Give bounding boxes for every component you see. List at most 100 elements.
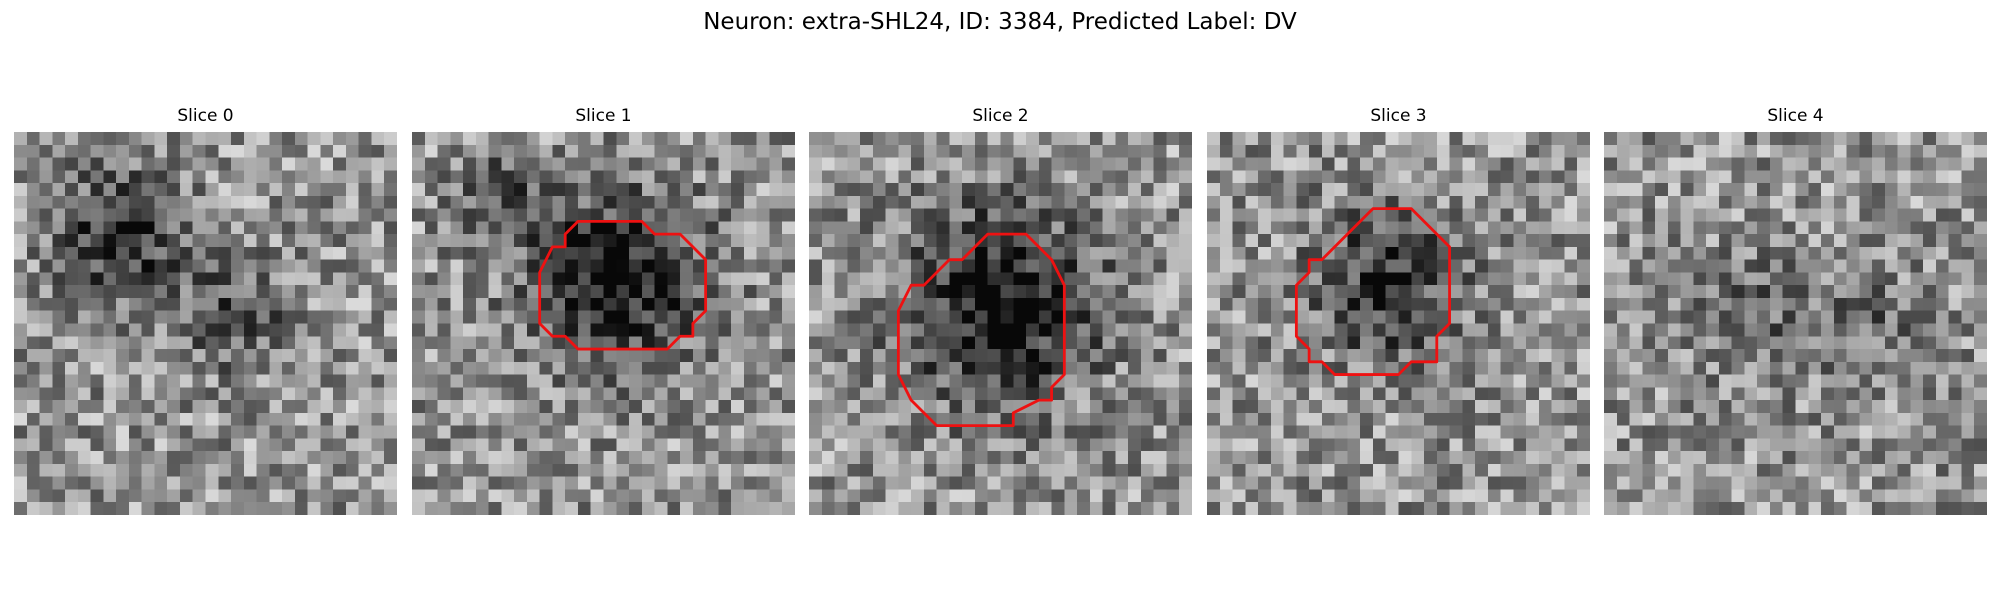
image-pixel <box>437 234 451 248</box>
image-pixel <box>641 412 655 426</box>
image-pixel <box>333 195 347 209</box>
image-pixel <box>1782 476 1796 490</box>
image-pixel <box>1769 246 1783 260</box>
image-pixel <box>1961 425 1975 439</box>
image-pixel <box>116 438 130 452</box>
image-pixel <box>243 144 257 158</box>
image-pixel <box>1795 221 1809 235</box>
image-pixel <box>667 476 681 490</box>
image-pixel <box>52 489 66 503</box>
image-pixel <box>1731 144 1745 158</box>
image-pixel <box>603 246 617 260</box>
image-pixel <box>962 259 976 273</box>
image-pixel <box>1411 170 1425 184</box>
image-pixel <box>1577 438 1590 452</box>
image-pixel <box>1115 438 1129 452</box>
image-pixel <box>1475 336 1489 350</box>
image-pixel <box>860 183 874 197</box>
image-pixel <box>192 157 206 171</box>
image-pixel <box>667 349 681 363</box>
image-pixel <box>1000 502 1014 515</box>
image-pixel <box>1846 221 1860 235</box>
image-pixel <box>1026 297 1040 311</box>
image-pixel <box>629 374 643 388</box>
image-pixel <box>603 387 617 401</box>
image-pixel <box>1411 234 1425 248</box>
image-pixel <box>179 374 193 388</box>
image-pixel <box>590 323 604 337</box>
image-pixel <box>654 221 668 235</box>
image-pixel <box>1744 476 1758 490</box>
image-pixel <box>641 451 655 465</box>
image-pixel <box>1219 323 1233 337</box>
image-pixel <box>437 285 451 299</box>
image-pixel <box>1347 387 1361 401</box>
image-pixel <box>39 246 53 260</box>
image-pixel <box>116 451 130 465</box>
image-pixel <box>936 297 950 311</box>
image-pixel <box>1398 285 1412 299</box>
image-pixel <box>1436 387 1450 401</box>
image-pixel <box>705 144 719 158</box>
image-pixel <box>1360 234 1374 248</box>
image-pixel <box>718 132 732 146</box>
image-pixel <box>949 489 963 503</box>
image-pixel <box>1500 297 1514 311</box>
image-pixel <box>103 272 117 286</box>
image-pixel <box>667 463 681 477</box>
image-pixel <box>1115 361 1129 375</box>
image-pixel <box>1757 157 1771 171</box>
image-pixel <box>475 183 489 197</box>
image-pixel <box>1038 183 1052 197</box>
image-pixel <box>860 476 874 490</box>
image-pixel <box>705 323 719 337</box>
image-pixel <box>1013 246 1027 260</box>
image-pixel <box>769 221 783 235</box>
image-pixel <box>1731 297 1745 311</box>
image-pixel <box>154 374 168 388</box>
image-pixel <box>39 425 53 439</box>
image-pixel <box>1923 451 1937 465</box>
image-pixel <box>77 323 91 337</box>
image-pixel <box>1487 132 1501 146</box>
image-pixel <box>1948 234 1962 248</box>
image-pixel <box>1551 425 1565 439</box>
image-pixel <box>501 387 515 401</box>
image-pixel <box>1026 451 1040 465</box>
image-pixel <box>1833 183 1847 197</box>
image-pixel <box>358 412 372 426</box>
image-pixel <box>1334 412 1348 426</box>
image-pixel <box>116 349 130 363</box>
image-pixel <box>1334 387 1348 401</box>
image-pixel <box>1245 489 1259 503</box>
image-pixel <box>192 144 206 158</box>
image-pixel <box>167 489 181 503</box>
image-pixel <box>680 195 694 209</box>
image-pixel <box>1910 349 1924 363</box>
image-pixel <box>872 361 886 375</box>
image-pixel <box>667 272 681 286</box>
image-pixel <box>590 349 604 363</box>
image-pixel <box>1038 157 1052 171</box>
image-pixel <box>1411 489 1425 503</box>
image-pixel <box>923 132 937 146</box>
image-pixel <box>77 132 91 146</box>
image-pixel <box>1347 438 1361 452</box>
image-pixel <box>1115 195 1129 209</box>
image-pixel <box>603 195 617 209</box>
image-pixel <box>52 132 66 146</box>
image-pixel <box>911 183 925 197</box>
image-pixel <box>1526 374 1540 388</box>
image-pixel <box>1910 502 1924 515</box>
image-pixel <box>1642 323 1656 337</box>
image-pixel <box>1604 195 1618 209</box>
image-pixel <box>898 246 912 260</box>
image-pixel <box>167 144 181 158</box>
image-pixel <box>384 285 397 299</box>
image-pixel <box>1513 195 1527 209</box>
image-pixel <box>1910 234 1924 248</box>
image-pixel <box>1296 259 1310 273</box>
image-pixel <box>1013 195 1027 209</box>
image-pixel <box>243 387 257 401</box>
image-pixel <box>179 425 193 439</box>
